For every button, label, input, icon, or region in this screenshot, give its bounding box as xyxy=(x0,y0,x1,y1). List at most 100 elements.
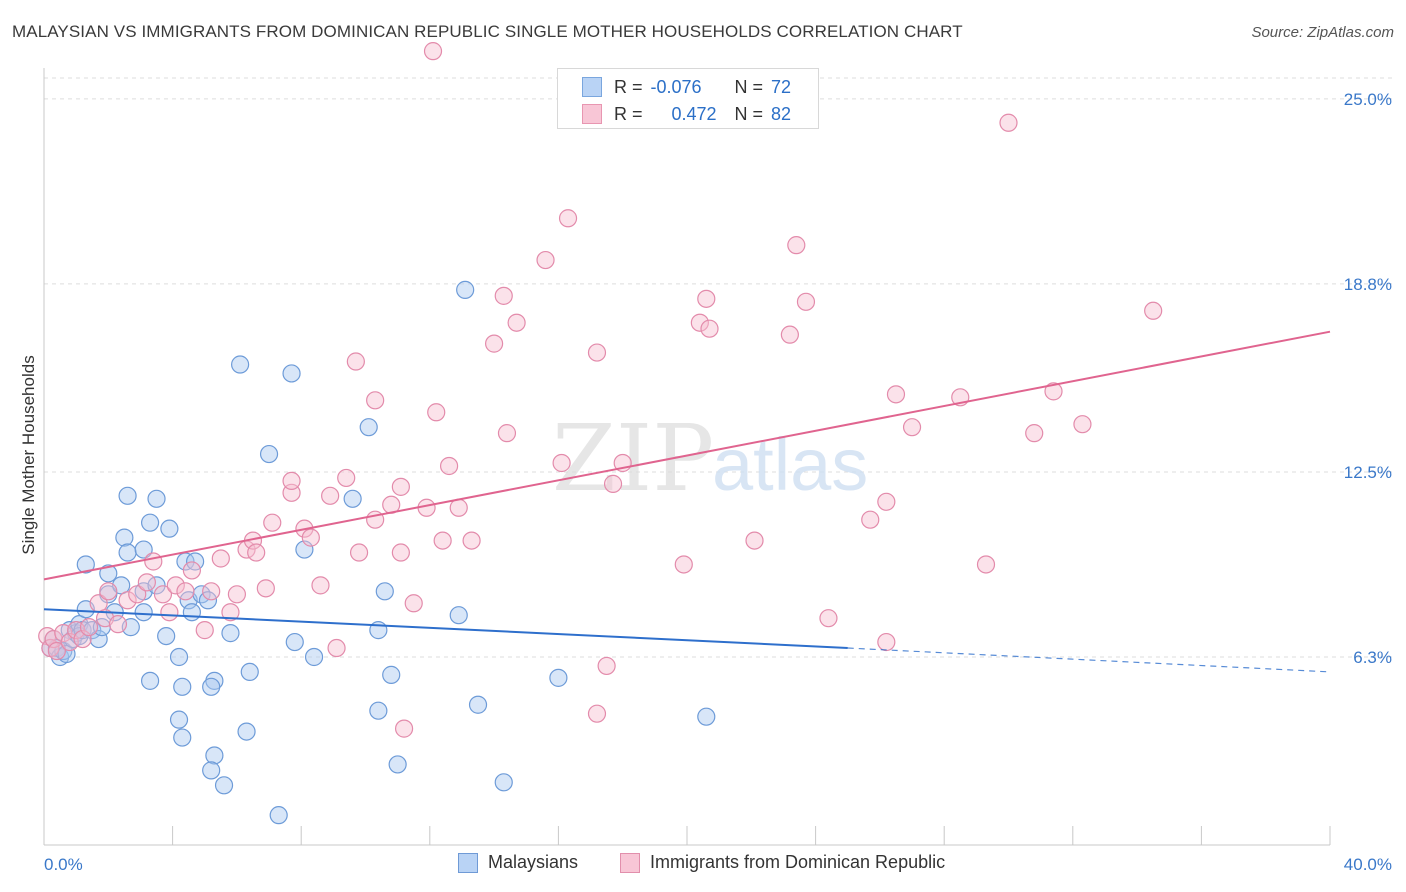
point-dominican xyxy=(787,236,806,255)
point-malaysian xyxy=(99,564,118,583)
point-malaysian xyxy=(157,626,176,646)
point-dominican xyxy=(507,313,526,332)
watermark-atlas: atlas xyxy=(712,423,868,506)
point-dominican xyxy=(282,471,301,490)
point-dominican xyxy=(1073,415,1092,434)
point-malaysian xyxy=(549,668,568,687)
point-malaysian xyxy=(449,606,468,625)
point-dominican xyxy=(745,531,764,550)
point-dominican xyxy=(999,113,1018,132)
point-dominican xyxy=(587,343,607,362)
point-malaysian xyxy=(140,513,160,532)
point-malaysian xyxy=(134,603,153,622)
legend-swatch-blue xyxy=(458,852,478,873)
point-dominican xyxy=(311,576,330,595)
point-malaysian xyxy=(169,710,189,729)
point-dominican xyxy=(404,594,423,613)
legend-swatch-blue xyxy=(582,77,602,97)
x-tick-label: 40.0% xyxy=(1344,855,1392,874)
point-dominican xyxy=(697,289,716,308)
point-malaysian xyxy=(282,364,301,383)
point-malaysian xyxy=(259,444,279,464)
point-malaysian xyxy=(202,761,221,780)
y-tick-label: 25.0% xyxy=(1344,90,1392,109)
point-dominican xyxy=(327,638,346,658)
source-label: Source: ZipAtlas.com xyxy=(1251,24,1394,41)
r-label: R = xyxy=(614,103,643,124)
point-dominican xyxy=(202,582,221,601)
point-dominican xyxy=(118,591,137,610)
point-malaysian xyxy=(140,671,160,690)
point-malaysian xyxy=(202,677,221,696)
point-malaysian xyxy=(89,629,108,649)
legend-label: Immigrants from Dominican Republic xyxy=(650,852,946,872)
point-dominican xyxy=(176,582,195,601)
point-dominican xyxy=(108,615,128,634)
point-malaysian xyxy=(237,722,256,741)
y-tick-label: 12.5% xyxy=(1344,463,1392,482)
legend-item-dominican[interactable]: Immigrants from Dominican Republic xyxy=(620,852,945,873)
r-label: R = xyxy=(614,76,643,97)
point-malaysian xyxy=(494,773,513,792)
legend-row-dominican: R = 0.472 N = 82 xyxy=(582,102,791,126)
point-malaysian xyxy=(285,632,304,652)
point-dominican xyxy=(536,250,555,270)
point-malaysian xyxy=(76,555,95,574)
point-dominican xyxy=(1144,301,1163,320)
point-dominican xyxy=(902,418,922,437)
point-malaysian xyxy=(382,665,401,684)
n-value: 82 xyxy=(771,103,792,124)
point-dominican xyxy=(391,543,410,562)
legend-swatch-pink xyxy=(582,104,602,124)
point-dominican xyxy=(182,561,201,580)
point-malaysian xyxy=(205,746,224,765)
n-value: 72 xyxy=(771,76,792,97)
point-malaysian xyxy=(147,489,166,508)
point-dominican xyxy=(780,325,799,344)
series-malaysians xyxy=(41,280,716,825)
point-dominican xyxy=(674,555,693,574)
point-malaysian xyxy=(456,280,475,299)
point-malaysian xyxy=(134,540,153,559)
point-malaysian xyxy=(173,728,192,747)
point-dominican xyxy=(497,424,517,443)
correlation-legend: R = -0.076 N = 72 R = 0.472 N = 82 xyxy=(557,68,819,129)
point-malaysian xyxy=(468,695,488,714)
point-malaysian xyxy=(697,707,716,726)
point-dominican xyxy=(976,555,996,574)
point-dominican xyxy=(485,334,504,353)
y-axis-label: Single Mother Households xyxy=(19,355,38,554)
point-malaysian xyxy=(269,806,288,825)
point-malaysian xyxy=(118,543,137,562)
point-dominican xyxy=(690,313,709,332)
x-tick-label: 0.0% xyxy=(44,855,83,874)
point-dominican xyxy=(144,552,163,571)
point-dominican xyxy=(861,510,880,529)
y-tick-label: 18.8% xyxy=(1344,275,1392,294)
point-malaysian xyxy=(214,776,234,795)
legend-row-malaysians: R = -0.076 N = 72 xyxy=(582,75,791,99)
trend-line-dominican xyxy=(43,330,1331,581)
point-malaysian xyxy=(115,528,134,547)
legend-item-malaysians[interactable]: Malaysians xyxy=(458,852,578,873)
point-dominican xyxy=(346,352,365,371)
point-dominican xyxy=(700,319,719,338)
r-value: 0.472 xyxy=(671,103,717,124)
legend-swatch-pink xyxy=(620,852,640,873)
point-dominican xyxy=(128,585,147,604)
point-dominican xyxy=(449,498,468,517)
point-dominican xyxy=(256,579,275,598)
point-dominican xyxy=(877,632,896,652)
point-dominican xyxy=(391,477,410,496)
point-dominican xyxy=(195,621,214,640)
point-dominican xyxy=(211,549,230,568)
point-dominican xyxy=(462,531,481,550)
point-dominican xyxy=(394,719,414,738)
r-value: -0.076 xyxy=(650,76,702,97)
point-dominican xyxy=(552,453,571,473)
trend-line-malaysians xyxy=(43,608,848,650)
n-label: N = xyxy=(734,103,764,124)
point-dominican xyxy=(558,209,578,228)
point-dominican xyxy=(439,456,459,476)
point-dominican xyxy=(877,492,896,511)
